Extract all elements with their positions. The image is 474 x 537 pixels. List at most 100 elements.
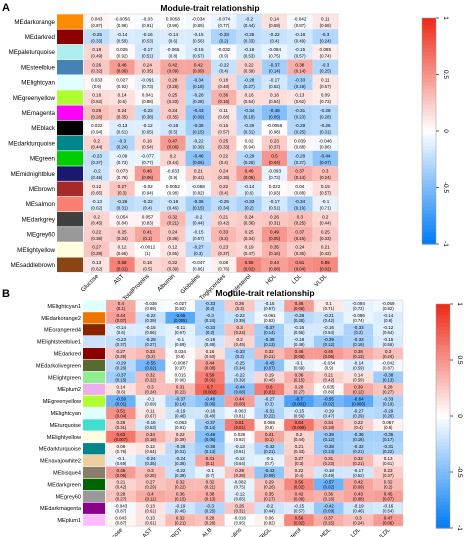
cell-value-label: -0.12 — [383, 325, 394, 330]
legend-gradient-step — [436, 311, 450, 316]
cell-pvalue-label: (0.65) — [234, 497, 246, 502]
cell-value-label: -0.55 — [145, 361, 156, 366]
legend-gradient-step — [436, 345, 450, 350]
cell-pvalue-label: (0.8) — [168, 53, 177, 58]
cell-value-label: -0.13 — [91, 199, 102, 204]
cell-pvalue-label: (0.28) — [204, 520, 216, 525]
cell-pvalue-label: (0.35) — [145, 461, 157, 466]
cell-pvalue-label: (0.12) — [323, 437, 335, 442]
cell-pvalue-label: (0.54) — [269, 99, 281, 104]
cell-value-label: -0.7 — [295, 396, 303, 401]
panel-b-title: Module-trait relationship — [215, 288, 314, 298]
legend-gradient-step — [422, 115, 436, 121]
legend-gradient-step — [436, 408, 450, 413]
legend-gradient-step — [422, 33, 436, 38]
cell-pvalue-label: (0.18) — [243, 114, 255, 119]
cell-value-label: 0.3 — [147, 385, 154, 390]
legend-gradient-step — [422, 198, 436, 204]
cell-value-label: 0.22 — [295, 468, 304, 473]
cell-value-label: 0.18 — [219, 77, 228, 82]
cell-value-label: -0.25 — [218, 199, 229, 204]
heatmap-cell — [343, 466, 374, 479]
cell-value-label: -0.3 — [206, 313, 214, 318]
cell-value-label: 0.36 — [324, 492, 333, 497]
heatmap-cell — [134, 120, 161, 136]
cell-pvalue-label: (0.18) — [323, 425, 335, 430]
cell-pvalue-label: (0.22) — [264, 413, 276, 418]
heatmap-cell — [185, 74, 211, 90]
cell-value-label: -0.28 — [320, 108, 331, 113]
heatmap-cell — [109, 29, 135, 45]
cell-pvalue-label: (0.08) — [234, 390, 246, 395]
heatmap-frame — [105, 299, 404, 527]
cell-pvalue-label: (0.62) — [294, 99, 306, 104]
heatmap-cell — [312, 29, 338, 45]
heatmap-cell — [134, 242, 161, 258]
cell-value-label: 0.19 — [265, 373, 274, 378]
heatmap-cell — [236, 90, 262, 106]
legend-gradient-step — [422, 36, 436, 42]
heatmap-cell — [135, 371, 166, 384]
heatmap-cell — [261, 257, 288, 273]
module-color-swatch — [57, 151, 83, 166]
cell-pvalue-label: (0.8) — [384, 425, 393, 430]
cell-value-label: -0.19 — [353, 504, 364, 509]
heatmap-cell — [109, 166, 135, 182]
heatmap-cell — [254, 311, 285, 324]
cell-pvalue-label: (0.06) — [167, 145, 179, 150]
legend-gradient-step — [436, 490, 450, 495]
cell-value-label: -0.29 — [383, 408, 394, 413]
heatmap-cell — [195, 454, 225, 467]
heatmap-cell — [284, 311, 314, 324]
cell-pvalue-label: (0.71) — [320, 205, 332, 210]
cell-pvalue-label: (0.47) — [243, 251, 255, 256]
cell-pvalue-label: (0.09) — [167, 69, 179, 74]
heatmap-cell — [106, 466, 136, 479]
heatmap-cell — [224, 478, 255, 491]
cell-pvalue-label: (0.08) — [269, 266, 281, 271]
heatmap-cell — [254, 407, 285, 419]
cell-value-label: 0.12 — [118, 245, 127, 250]
heatmap-cell — [261, 120, 288, 136]
heatmap-cell — [84, 120, 110, 136]
heatmap-cell — [224, 430, 255, 443]
legend-gradient-step — [436, 524, 450, 529]
heatmap-cell — [236, 59, 262, 75]
heatmap-cell — [224, 300, 255, 312]
cell-pvalue-label: (0.29) — [91, 251, 103, 256]
heatmap-cell — [284, 335, 314, 348]
cell-pvalue-label: (0.69) — [175, 342, 187, 347]
column-label: Albumin — [157, 274, 177, 294]
heatmap-cell — [185, 211, 211, 227]
cell-value-label: -0.19 — [175, 504, 186, 509]
column-label: LDL — [291, 273, 303, 285]
cell-pvalue-label: (0.92) — [116, 84, 128, 89]
cell-value-label: -0.22 — [235, 313, 246, 318]
module-color-swatch — [83, 347, 105, 360]
legend-gradient-step — [436, 427, 450, 432]
heatmap-cell — [160, 242, 186, 258]
cell-value-label: 0.24 — [168, 108, 177, 113]
legend-gradient-step — [422, 210, 436, 215]
heatmap-cell — [195, 419, 225, 431]
heatmap-cell — [254, 300, 285, 312]
heatmap-cell — [84, 211, 110, 227]
cell-pvalue-label: (0.9) — [92, 84, 101, 89]
legend-gradient-step — [422, 183, 436, 189]
cell-value-label: -0.2 — [245, 17, 253, 22]
cell-value-label: -0.45 — [264, 361, 275, 366]
cell-value-label: 0.25 — [168, 93, 177, 98]
cell-value-label: 0.3 — [237, 325, 244, 330]
cell-pvalue-label: (0.28) — [167, 84, 179, 89]
cell-pvalue-label: (0.27) — [115, 497, 127, 502]
heatmap-cell — [135, 395, 166, 408]
cell-pvalue-label: (0.45) — [91, 221, 103, 226]
cell-pvalue-label: (0.13) — [353, 354, 365, 359]
cell-value-label: 0.18 — [143, 260, 152, 265]
cell-pvalue-label: (0.6) — [168, 38, 177, 43]
legend-gradient-step — [436, 416, 450, 421]
heatmap-cell — [135, 478, 166, 491]
heatmap-cell — [287, 74, 313, 90]
cell-pvalue-label: (0.37) — [383, 473, 395, 478]
cell-value-label: 0.13 — [146, 504, 155, 509]
